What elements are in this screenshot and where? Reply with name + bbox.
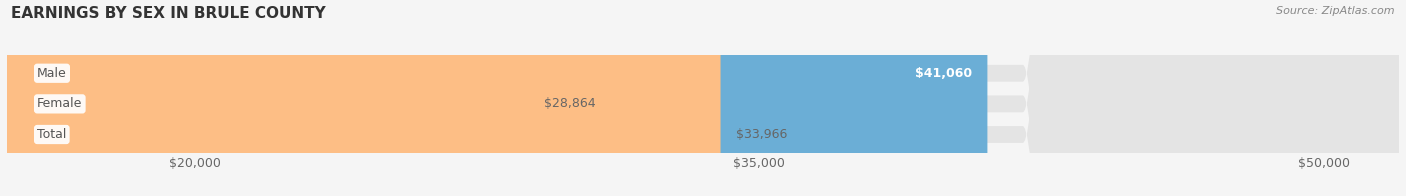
FancyBboxPatch shape xyxy=(7,0,720,196)
Text: Male: Male xyxy=(37,67,67,80)
FancyBboxPatch shape xyxy=(7,0,987,196)
Text: Source: ZipAtlas.com: Source: ZipAtlas.com xyxy=(1277,6,1395,16)
FancyBboxPatch shape xyxy=(7,0,1399,196)
Text: $41,060: $41,060 xyxy=(915,67,973,80)
FancyBboxPatch shape xyxy=(7,0,1399,196)
Text: $33,966: $33,966 xyxy=(735,128,787,141)
Text: Total: Total xyxy=(37,128,66,141)
Text: Female: Female xyxy=(37,97,83,110)
Text: $28,864: $28,864 xyxy=(544,97,595,110)
FancyBboxPatch shape xyxy=(7,0,1399,196)
Text: EARNINGS BY SEX IN BRULE COUNTY: EARNINGS BY SEX IN BRULE COUNTY xyxy=(11,6,326,21)
FancyBboxPatch shape xyxy=(7,0,529,196)
